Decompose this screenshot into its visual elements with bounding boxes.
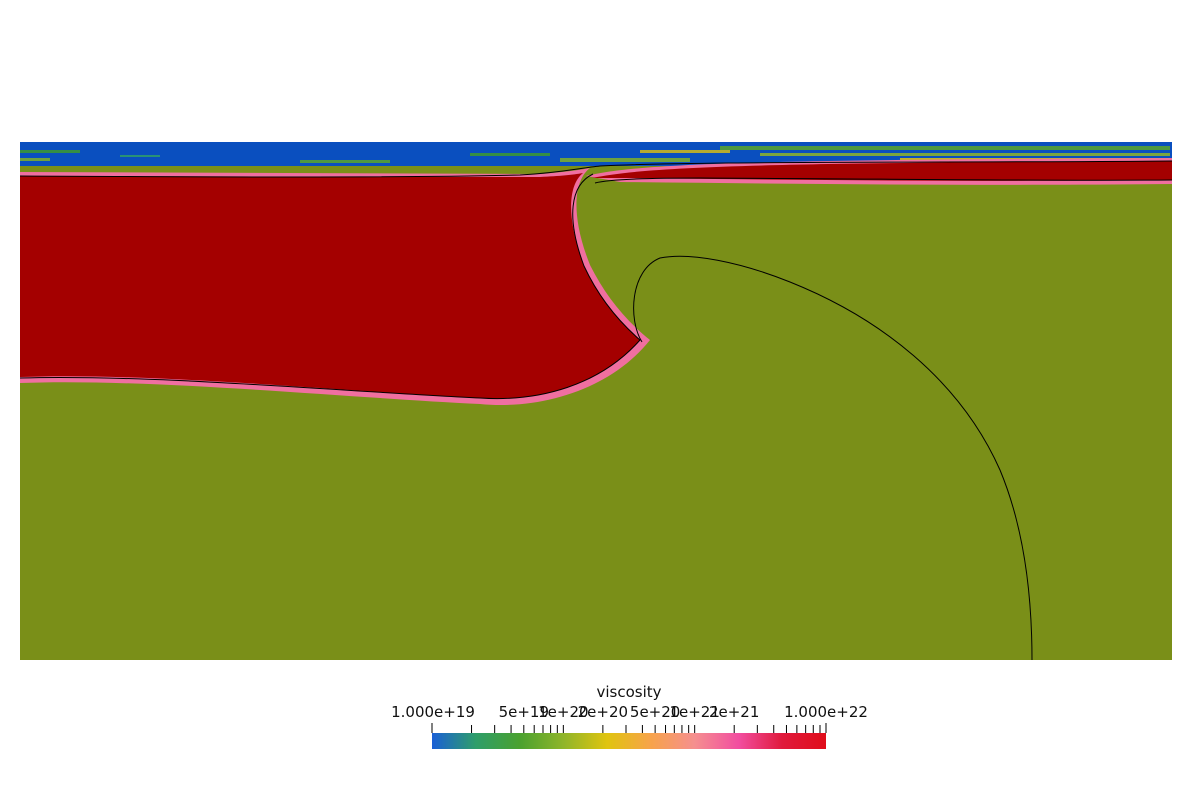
colorbar-tick-label: 5e+19 — [498, 703, 550, 721]
colorbar-title: viscosity — [596, 683, 662, 701]
colorbar-tick-label: 5e+20 — [629, 703, 681, 721]
colorbar-min-label: 1.000e+19 — [391, 703, 475, 721]
colorbar-tick-label: 1e+20 — [538, 703, 589, 721]
plume-contour — [633, 255, 1033, 660]
simulation-domain — [20, 142, 1172, 660]
colorbar-ticks — [431, 723, 827, 733]
air-boundary — [20, 160, 1172, 178]
colorbar-max-label: 1.000e+22 — [784, 703, 868, 721]
slab-contour — [20, 173, 641, 400]
colorbar-tick-label: 2e+20 — [577, 703, 629, 721]
crust-strip-core — [592, 161, 1172, 181]
crust-contour — [594, 177, 1172, 184]
colorbar-tick-label: 2e+21 — [708, 703, 760, 721]
colorbar-strip — [432, 733, 826, 749]
colorbar-tick-label: 1e+21 — [669, 703, 720, 721]
slab-region — [20, 173, 640, 399]
colorbar — [431, 723, 827, 749]
